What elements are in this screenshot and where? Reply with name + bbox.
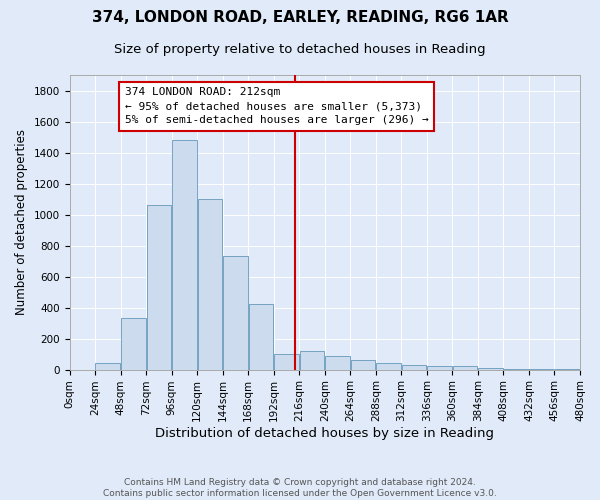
Bar (172, 140, 197, 370)
Bar (299, 351, 325, 370)
Y-axis label: Number of detached properties: Number of detached properties (15, 130, 28, 316)
Bar (197, 199, 222, 370)
Bar (121, 318, 146, 370)
Bar (248, 304, 273, 370)
Bar (376, 364, 401, 370)
Bar (223, 256, 248, 370)
Bar (402, 365, 427, 370)
Text: 374, LONDON ROAD, EARLEY, READING, RG6 1AR: 374, LONDON ROAD, EARLEY, READING, RG6 1… (92, 10, 508, 25)
Bar (427, 366, 452, 370)
Bar (351, 360, 376, 370)
Text: 374 LONDON ROAD: 212sqm
← 95% of detached houses are smaller (5,373)
5% of semi-: 374 LONDON ROAD: 212sqm ← 95% of detache… (125, 88, 428, 126)
Bar (325, 356, 350, 370)
Text: Size of property relative to detached houses in Reading: Size of property relative to detached ho… (114, 42, 486, 56)
Bar (478, 368, 503, 370)
Bar (453, 366, 478, 370)
Bar (146, 205, 171, 370)
Bar (274, 354, 299, 370)
Bar (504, 369, 529, 370)
Text: Contains HM Land Registry data © Crown copyright and database right 2024.
Contai: Contains HM Land Registry data © Crown c… (103, 478, 497, 498)
Bar (95, 364, 120, 370)
X-axis label: Distribution of detached houses by size in Reading: Distribution of detached houses by size … (155, 427, 494, 440)
